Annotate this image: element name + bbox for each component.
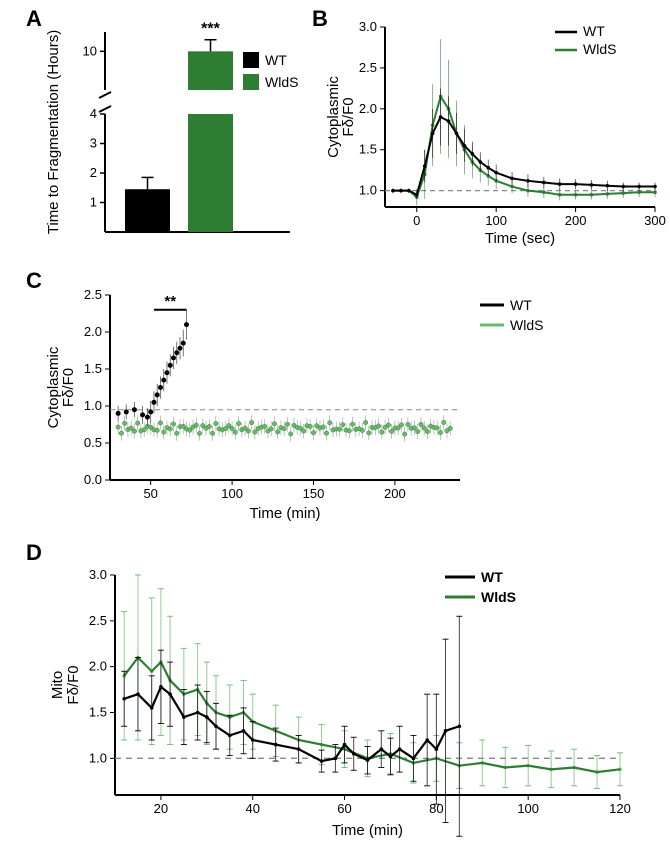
svg-text:0.0: 0.0 [84, 472, 102, 487]
svg-text:1.5: 1.5 [84, 361, 102, 376]
svg-text:Fδ/F0: Fδ/F0 [65, 665, 82, 704]
svg-text:2.0: 2.0 [359, 101, 377, 116]
svg-text:***: *** [201, 21, 220, 38]
svg-text:Time (sec): Time (sec) [485, 230, 555, 247]
svg-text:WldS: WldS [510, 317, 543, 333]
svg-text:WT: WT [265, 52, 287, 68]
svg-text:100: 100 [221, 486, 243, 501]
svg-text:1.5: 1.5 [359, 142, 377, 157]
svg-text:0.5: 0.5 [84, 435, 102, 450]
svg-text:60: 60 [337, 801, 351, 816]
panel-d-chart: 1.01.52.02.53.020406080100120Time (min)M… [40, 555, 660, 845]
svg-text:300: 300 [644, 213, 666, 228]
svg-text:2.0: 2.0 [89, 659, 107, 674]
panel-a-chart: 1 2 3 4 10 Time to Fragmentation (Hours) *** WT… [40, 12, 300, 252]
svg-text:1.0: 1.0 [84, 398, 102, 413]
svg-text:WldS: WldS [481, 589, 516, 605]
svg-text:4: 4 [90, 106, 97, 121]
svg-text:2: 2 [90, 165, 97, 180]
svg-text:120: 120 [609, 801, 631, 816]
svg-text:WT: WT [583, 23, 605, 39]
svg-text:150: 150 [303, 486, 325, 501]
svg-text:3.0: 3.0 [89, 567, 107, 582]
svg-text:WT: WT [481, 569, 503, 585]
svg-text:Fδ/F0: Fδ/F0 [60, 368, 77, 407]
svg-text:100: 100 [485, 213, 507, 228]
svg-text:Fδ/F0: Fδ/F0 [340, 97, 357, 136]
svg-text:Mito: Mito [49, 671, 66, 699]
svg-text:3.0: 3.0 [359, 19, 377, 34]
svg-text:Time to Fragmentation (Hours): Time to Fragmentation (Hours) [45, 30, 62, 235]
svg-text:WldS: WldS [265, 74, 298, 90]
svg-text:2.5: 2.5 [89, 613, 107, 628]
svg-text:40: 40 [245, 801, 259, 816]
svg-text:1.0: 1.0 [359, 183, 377, 198]
svg-text:WT: WT [510, 297, 532, 313]
svg-text:10: 10 [83, 43, 97, 58]
svg-text:20: 20 [154, 801, 168, 816]
svg-text:2.5: 2.5 [359, 60, 377, 75]
svg-text:1.0: 1.0 [89, 750, 107, 765]
svg-text:Time (min): Time (min) [249, 505, 320, 522]
svg-text:1: 1 [90, 195, 97, 210]
svg-text:0: 0 [413, 213, 420, 228]
svg-text:100: 100 [517, 801, 539, 816]
panel-b-chart: 1.01.52.02.53.00100200300Time (sec)Cytop… [320, 12, 670, 252]
svg-text:200: 200 [384, 486, 406, 501]
svg-text:1.5: 1.5 [89, 705, 107, 720]
svg-text:**: ** [164, 293, 176, 310]
svg-text:2.5: 2.5 [84, 287, 102, 302]
svg-text:2.0: 2.0 [84, 324, 102, 339]
svg-text:3: 3 [90, 136, 97, 151]
svg-text:200: 200 [565, 213, 587, 228]
svg-text:50: 50 [143, 486, 157, 501]
svg-text:Time (min): Time (min) [332, 822, 403, 839]
panel-c-chart: 0.00.51.01.52.02.550100150200Time (min)C… [40, 280, 660, 530]
svg-text:WldS: WldS [583, 41, 616, 57]
